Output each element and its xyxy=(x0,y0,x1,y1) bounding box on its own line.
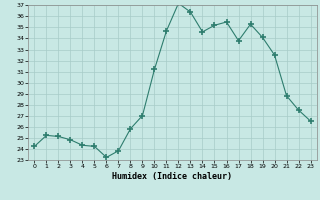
X-axis label: Humidex (Indice chaleur): Humidex (Indice chaleur) xyxy=(113,172,233,181)
